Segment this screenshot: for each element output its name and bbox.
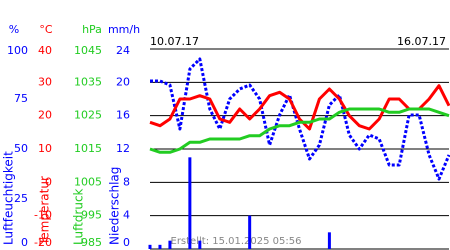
y-tick-label: 0: [45, 175, 52, 188]
y-tick-label: 1025: [74, 109, 102, 122]
y-tick-label: 985: [81, 236, 102, 249]
y-tick-label: 0: [21, 236, 28, 249]
y-tick-label: 25: [14, 192, 28, 205]
y-tick-label: 4: [123, 209, 130, 222]
y-tick-label: 10: [38, 142, 52, 155]
bar: [168, 240, 172, 249]
series-line: [150, 57, 450, 181]
y-tick-label: 20: [116, 75, 130, 88]
y-tick-label: 1045: [74, 44, 102, 57]
axis-name: Luftfeuchtigkeit: [2, 151, 16, 245]
y-tick-label: 24: [116, 44, 130, 57]
date-end: 16.07.17: [397, 35, 446, 48]
axis-unit: hPa: [82, 23, 102, 36]
axis-unit: °C: [39, 23, 53, 36]
bar: [248, 215, 252, 249]
y-tick-label: 30: [38, 75, 52, 88]
y-tick-label: 995: [81, 209, 102, 222]
y-tick-label: 8: [123, 175, 130, 188]
bar: [198, 240, 202, 249]
y-tick-label: 50: [14, 142, 28, 155]
bar: [148, 244, 152, 249]
y-tick-label: 1005: [74, 175, 102, 188]
series-line: [149, 84, 450, 131]
y-tick-label: -20: [34, 236, 52, 249]
series-line: [149, 107, 450, 154]
axis-unit: mm/h: [108, 23, 140, 36]
y-tick-label: 40: [38, 44, 52, 57]
axis-name: Luftdruck: [72, 188, 86, 245]
y-tick-label: 0: [123, 236, 130, 249]
axis-name: Temperatur: [38, 176, 52, 246]
y-tick-label: 20: [38, 109, 52, 122]
axis-name: Niederschlag: [108, 167, 122, 245]
y-tick-label: -10: [34, 209, 52, 222]
bar: [327, 232, 331, 249]
y-tick-label: 16: [116, 109, 130, 122]
y-tick-label: 1035: [74, 75, 102, 88]
bar: [158, 244, 162, 249]
y-tick-label: 12: [116, 142, 130, 155]
y-tick-label: 75: [14, 92, 28, 105]
date-start: 10.07.17: [150, 35, 199, 48]
axis-unit: %: [9, 23, 19, 36]
footer: Erstellt: 15.01.2025 05:56: [171, 236, 302, 247]
y-tick-label: 100: [7, 44, 28, 57]
y-tick-label: 1015: [74, 142, 102, 155]
bar: [188, 157, 192, 249]
